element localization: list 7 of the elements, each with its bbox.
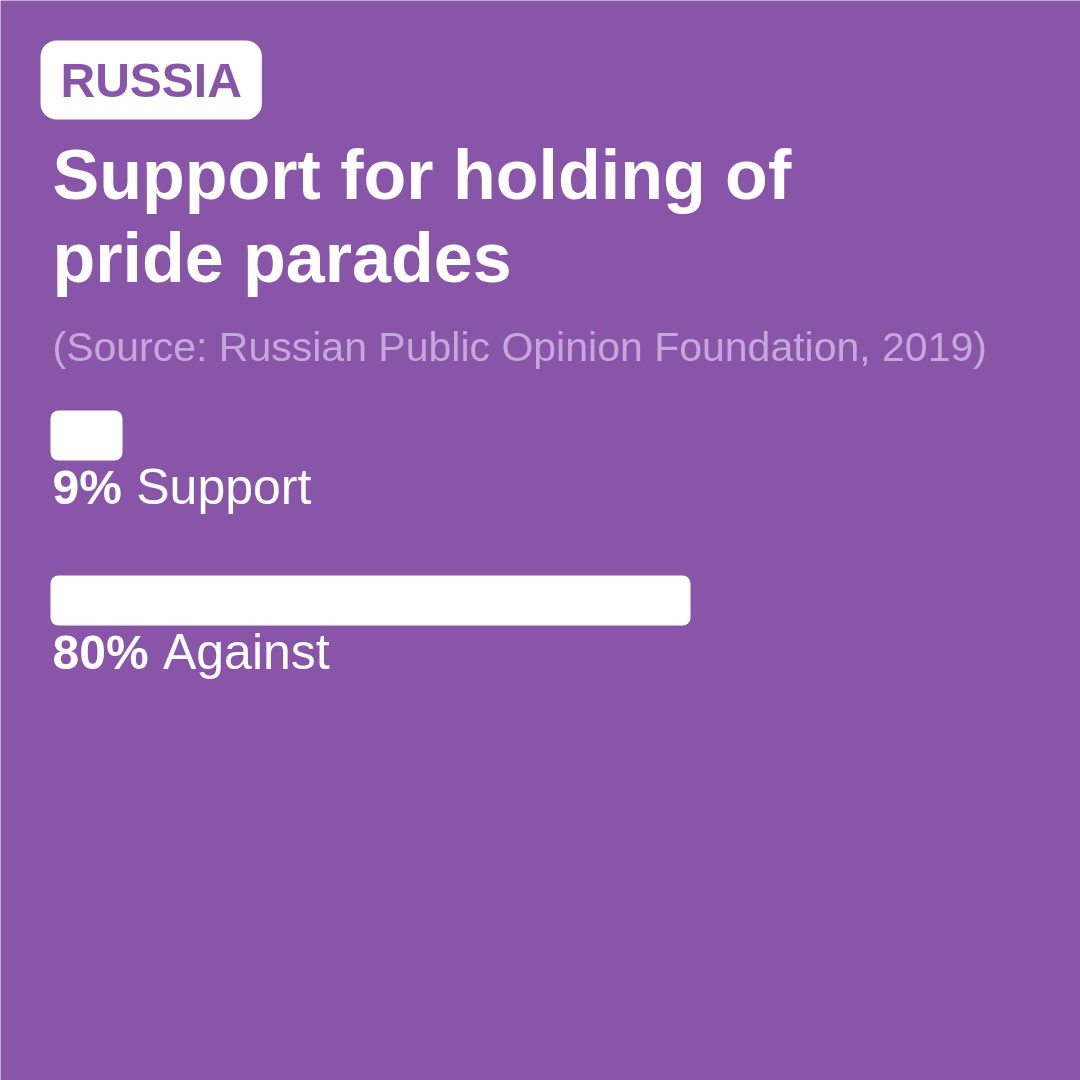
chart-title: Support for holding of pride parades (52, 135, 792, 297)
data-label: 9% (52, 461, 122, 515)
y-tick-label: Against (162, 624, 330, 680)
data-label: 80% (52, 626, 149, 680)
y-tick-label: Support (136, 459, 312, 515)
annotation: (Source: Russian Public Opinion Foundation, 2019) (52, 324, 987, 371)
text: RUSSIA (60, 53, 242, 107)
